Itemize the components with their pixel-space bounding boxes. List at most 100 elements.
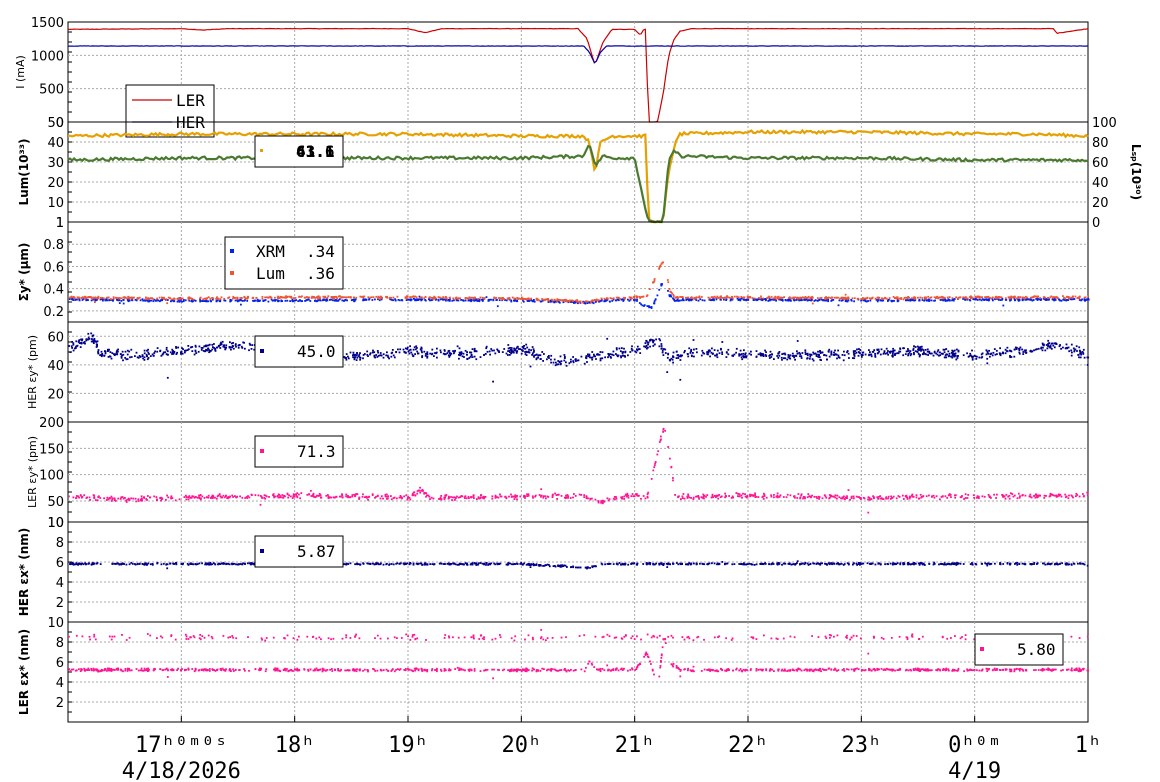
data-point	[539, 358, 542, 360]
data-point	[147, 351, 150, 354]
data-point	[310, 297, 313, 299]
data-point	[378, 299, 381, 302]
data-point	[754, 492, 756, 495]
data-point	[512, 563, 514, 566]
data-point	[841, 354, 844, 356]
data-point	[478, 300, 481, 303]
data-point	[526, 346, 529, 349]
data-point	[727, 348, 730, 351]
data-point	[442, 298, 444, 301]
data-point	[1060, 347, 1062, 350]
data-point	[1052, 494, 1054, 496]
data-point	[1040, 298, 1043, 301]
data-point	[852, 497, 855, 500]
data-point	[874, 353, 876, 355]
data-point	[510, 299, 513, 302]
data-point	[528, 563, 530, 565]
data-point	[171, 353, 173, 355]
data-point	[1036, 348, 1038, 351]
data-point	[773, 494, 775, 496]
data-point	[688, 347, 691, 350]
data-point	[785, 496, 788, 499]
data-point	[646, 496, 649, 499]
data-point	[160, 496, 163, 499]
data-point	[912, 349, 915, 351]
data-point	[151, 353, 154, 356]
data-point	[868, 349, 870, 351]
data-point	[1048, 495, 1051, 498]
data-point	[418, 295, 421, 298]
data-point	[804, 496, 806, 499]
data-point	[491, 495, 494, 498]
data-point	[644, 346, 647, 349]
data-point	[448, 349, 451, 352]
data-point	[989, 353, 992, 355]
data-point	[526, 299, 529, 302]
data-point	[613, 496, 616, 498]
data-point	[416, 492, 419, 495]
data-point	[1075, 345, 1078, 348]
data-point	[367, 355, 369, 357]
data-point	[757, 496, 760, 498]
data-point	[202, 350, 205, 352]
data-point	[508, 297, 511, 300]
data-point	[825, 354, 828, 357]
data-point	[241, 300, 244, 302]
data-point	[232, 342, 234, 344]
data-point	[90, 340, 93, 343]
data-point	[377, 354, 380, 357]
data-point	[921, 348, 924, 351]
y-tick-label: 100	[39, 469, 64, 484]
data-point	[711, 495, 714, 497]
data-point	[277, 493, 280, 496]
data-point	[353, 357, 356, 359]
data-point	[623, 495, 626, 498]
data-point	[239, 495, 241, 498]
data-point	[122, 353, 125, 356]
data-point	[531, 495, 534, 498]
data-point	[615, 299, 617, 302]
data-point	[272, 494, 274, 496]
data-point	[778, 495, 780, 498]
data-point	[551, 496, 554, 499]
data-point	[374, 298, 376, 301]
data-point	[658, 338, 661, 340]
data-point	[588, 301, 590, 304]
data-point	[644, 497, 647, 500]
data-point	[858, 562, 860, 564]
data-point	[660, 435, 662, 438]
data-point	[885, 347, 888, 350]
data-point	[459, 563, 461, 565]
data-point	[921, 297, 924, 299]
data-point	[724, 296, 726, 299]
data-point	[546, 358, 548, 361]
data-point	[1031, 350, 1034, 353]
data-point	[99, 298, 102, 301]
data-point	[405, 299, 408, 301]
data-point	[148, 353, 150, 355]
data-point	[894, 352, 897, 355]
data-point	[531, 346, 534, 348]
data-point	[660, 262, 663, 265]
data-point	[592, 302, 595, 305]
data-point	[620, 497, 623, 500]
data-point	[70, 345, 73, 348]
data-point	[78, 339, 81, 341]
data-point	[791, 355, 794, 357]
data-point	[478, 298, 481, 301]
data-point	[532, 300, 535, 302]
data-point	[421, 356, 423, 359]
data-point	[524, 495, 527, 498]
data-point	[1085, 298, 1088, 301]
data-point	[75, 562, 78, 565]
data-point	[770, 298, 773, 301]
data-point	[228, 346, 231, 348]
data-point	[1016, 297, 1019, 300]
data-point	[636, 298, 638, 301]
data-point	[690, 354, 693, 357]
data-point	[855, 351, 858, 354]
data-point	[130, 348, 133, 351]
data-point	[744, 353, 747, 356]
y-right-tick-label: 100	[1092, 116, 1117, 131]
